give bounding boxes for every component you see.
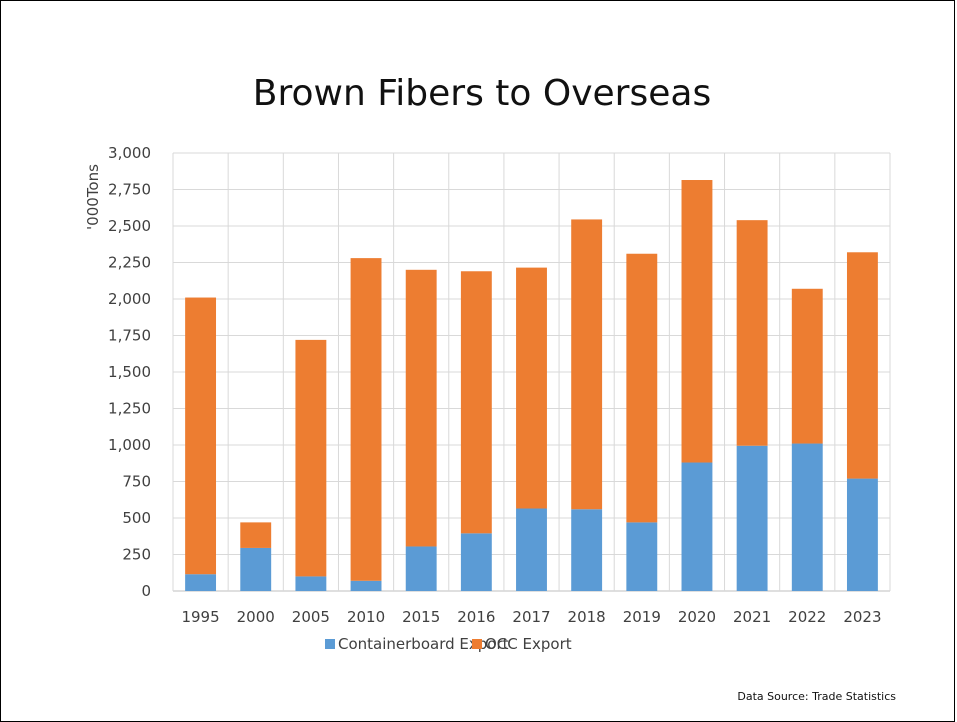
bar-containerboard-2005 (295, 576, 327, 591)
y-axis-ticks: 0 250 500 750 1,000 1,250 1,500 1,750 2,000 2,250… (108, 144, 151, 600)
bar-occ-2023 (846, 252, 878, 479)
x-tick-label: 1995 (181, 608, 219, 626)
bar-occ-2017 (516, 267, 547, 509)
y-tick-label: 1,500 (108, 363, 151, 381)
bar-occ-2005 (295, 339, 327, 577)
bar-containerboard-2022 (791, 443, 823, 591)
source-note: Data Source: Trade Statistics (737, 690, 896, 703)
x-tick-label: 2010 (347, 608, 385, 626)
y-tick-label: 250 (122, 546, 151, 564)
x-tick-label: 2017 (512, 608, 550, 626)
chart-title: Brown Fibers to Overseas (253, 73, 711, 114)
x-tick-label: 2015 (402, 608, 440, 626)
x-axis-ticks: 1995 2000 2005 2010 2015 2016 2017 2018 2019 2020… (181, 608, 881, 626)
bar-occ-2020 (681, 180, 713, 463)
x-tick-label: 2016 (457, 608, 495, 626)
y-tick-label: 2,750 (108, 181, 151, 199)
bar-occ-1995 (185, 297, 217, 575)
bar-containerboard-2019 (626, 522, 658, 591)
x-tick-label: 2000 (237, 608, 275, 626)
y-tick-label: 1,000 (108, 436, 151, 454)
x-tick-label: 2022 (788, 608, 826, 626)
gridlines (172, 152, 891, 592)
bar-occ-2018 (571, 219, 603, 510)
legend-label: Containerboard Export (338, 635, 509, 653)
bar-containerboard-2017 (516, 508, 547, 591)
bar-occ-2010 (350, 258, 382, 581)
bar-occ-2000 (240, 522, 272, 548)
y-tick-label: 750 (122, 473, 151, 491)
y-tick-label: 1,250 (108, 400, 151, 418)
x-tick-label: 2005 (292, 608, 330, 626)
bar-containerboard-2015 (405, 546, 437, 591)
y-tick-label: 500 (122, 509, 151, 527)
bar-occ-2016 (460, 271, 492, 534)
bar-containerboard-2010 (350, 580, 382, 591)
y-tick-label: 2,000 (108, 290, 151, 308)
bar-containerboard-2018 (571, 509, 603, 591)
bar-occ-2021 (736, 220, 768, 446)
x-tick-label: 2023 (843, 608, 881, 626)
y-axis-title: '000Tons (84, 164, 102, 230)
bar-containerboard-2023 (846, 478, 878, 591)
legend-label: OCC Export (485, 635, 572, 653)
bar-occ-2022 (791, 288, 823, 444)
y-tick-label: 2,250 (108, 254, 151, 272)
bar-occ-2019 (626, 253, 658, 523)
bar-containerboard-2016 (460, 533, 492, 591)
bars (185, 180, 878, 591)
bar-containerboard-2021 (736, 445, 768, 591)
bar-containerboard-2000 (240, 547, 272, 591)
y-tick-label: 3,000 (108, 144, 151, 162)
x-tick-label: 2018 (568, 608, 606, 626)
bar-occ-2015 (405, 269, 437, 547)
bar-containerboard-2020 (681, 462, 713, 591)
legend-swatch (325, 639, 335, 649)
x-tick-label: 2019 (623, 608, 661, 626)
y-tick-label: 1,750 (108, 327, 151, 345)
legend-swatch (472, 639, 482, 649)
bar-containerboard-1995 (185, 574, 217, 591)
y-tick-label: 2,500 (108, 217, 151, 235)
x-tick-label: 2020 (678, 608, 716, 626)
y-tick-label: 0 (141, 582, 151, 600)
x-tick-label: 2021 (733, 608, 771, 626)
